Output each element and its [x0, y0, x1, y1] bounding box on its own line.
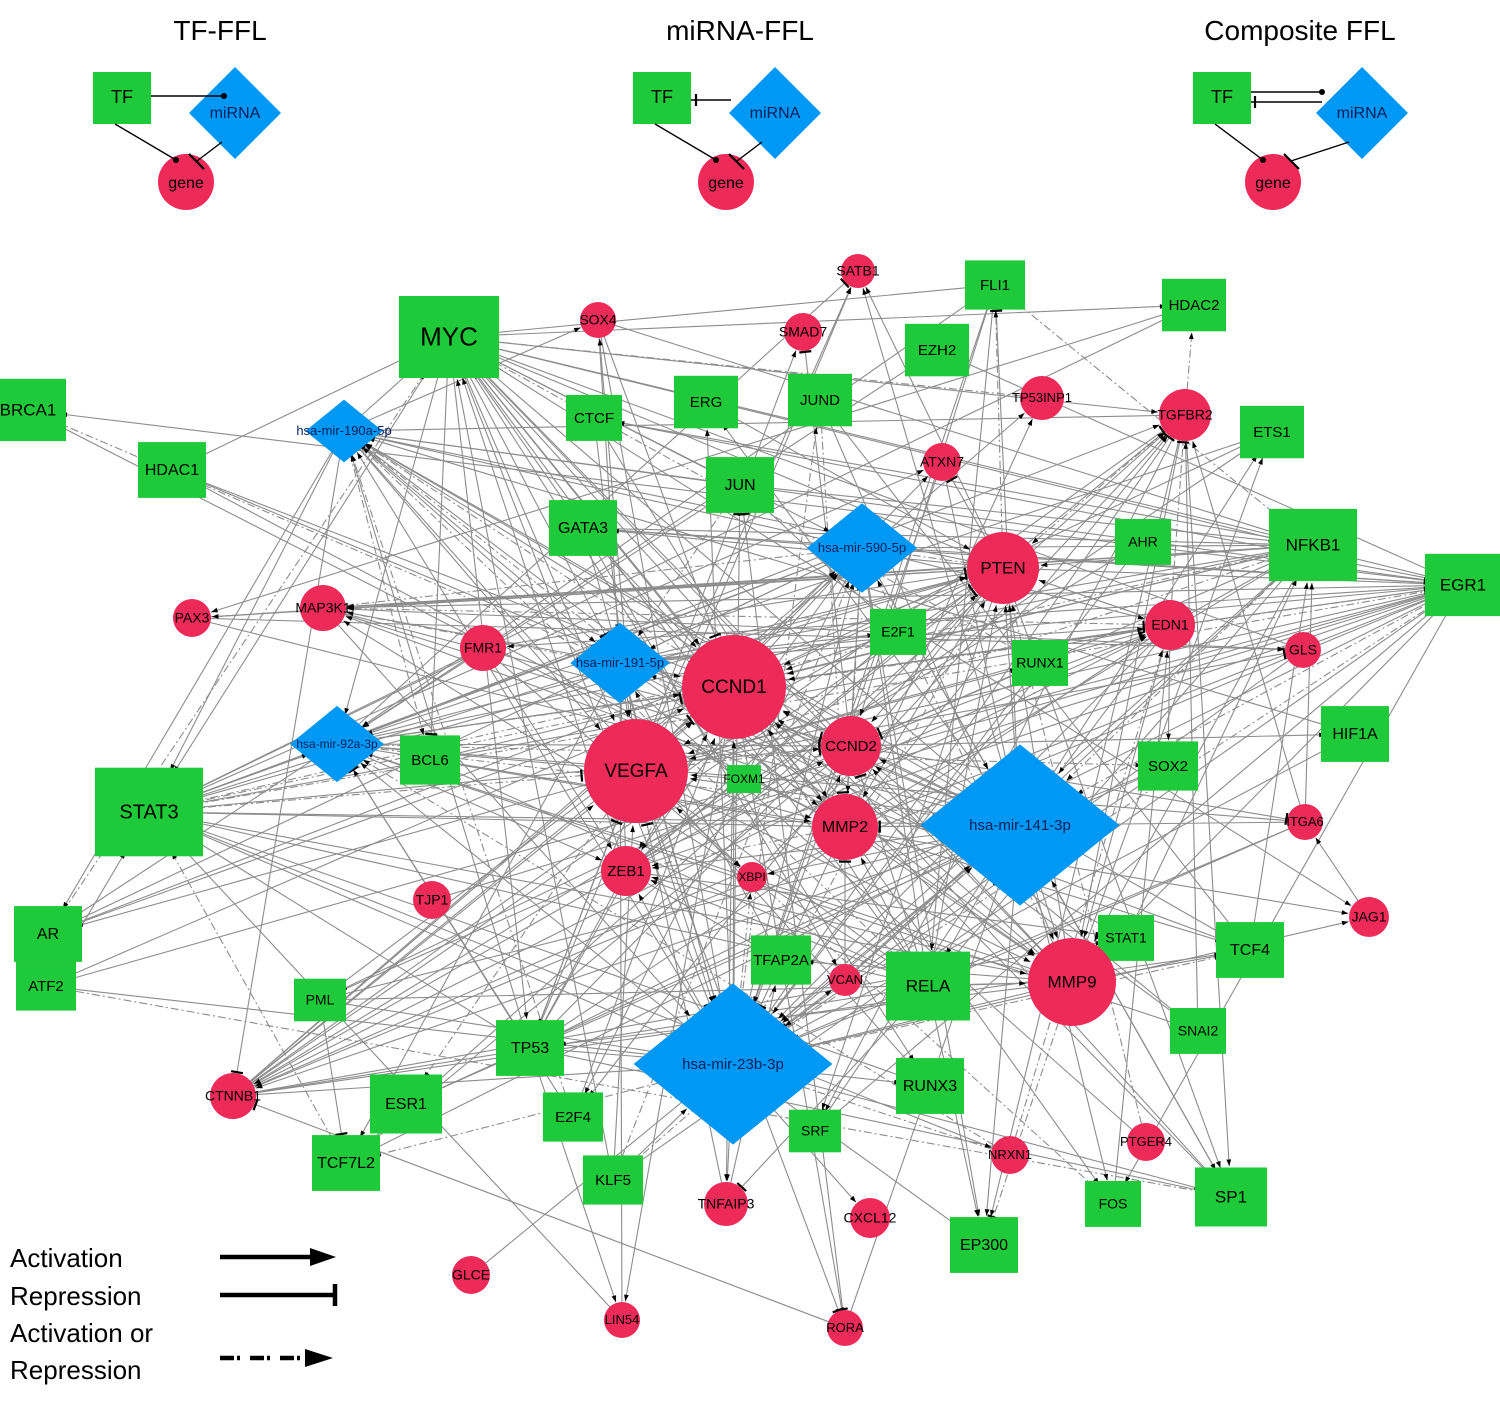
- svg-text:EZH2: EZH2: [918, 342, 956, 359]
- svg-text:MMP2: MMP2: [822, 819, 868, 836]
- svg-text:KLF5: KLF5: [595, 1172, 631, 1189]
- svg-text:MMP9: MMP9: [1047, 972, 1096, 991]
- svg-text:RUNX3: RUNX3: [903, 1078, 957, 1095]
- svg-text:EDN1: EDN1: [1151, 617, 1189, 633]
- svg-text:HDAC1: HDAC1: [145, 462, 199, 479]
- svg-text:CXCL12: CXCL12: [844, 1210, 897, 1226]
- svg-text:ITGA6: ITGA6: [1286, 814, 1324, 829]
- svg-text:ZEB1: ZEB1: [607, 863, 645, 880]
- svg-text:SNAI2: SNAI2: [1178, 1023, 1219, 1039]
- svg-text:TCF7L2: TCF7L2: [317, 1155, 375, 1172]
- svg-text:TP53INP1: TP53INP1: [1012, 390, 1072, 405]
- svg-text:ATF2: ATF2: [28, 978, 64, 995]
- svg-text:CTCF: CTCF: [574, 410, 614, 427]
- svg-text:HDAC2: HDAC2: [1169, 297, 1220, 314]
- svg-text:hsa-mir-590-5p: hsa-mir-590-5p: [818, 540, 906, 555]
- svg-text:CTNNB1: CTNNB1: [205, 1088, 261, 1104]
- svg-text:VEGFA: VEGFA: [604, 761, 668, 782]
- svg-text:hsa-mir-92a-3p: hsa-mir-92a-3p: [296, 737, 378, 751]
- svg-text:PAX3: PAX3: [175, 610, 210, 626]
- svg-text:hsa-mir-190a-5p: hsa-mir-190a-5p: [296, 423, 391, 438]
- svg-text:FOS: FOS: [1099, 1196, 1128, 1212]
- svg-text:RELA: RELA: [906, 976, 951, 995]
- svg-text:XBPI: XBPI: [738, 870, 765, 884]
- svg-text:TCF4: TCF4: [1230, 942, 1270, 959]
- svg-text:PTGER4: PTGER4: [1120, 1134, 1172, 1149]
- svg-text:ESR1: ESR1: [385, 1096, 427, 1113]
- svg-text:MYC: MYC: [420, 321, 478, 351]
- svg-text:Activation: Activation: [10, 1243, 123, 1273]
- svg-text:JUN: JUN: [724, 477, 755, 494]
- svg-text:hsa-mir-191-5p: hsa-mir-191-5p: [576, 655, 664, 670]
- svg-text:BRCA1: BRCA1: [0, 400, 56, 419]
- svg-text:PTEN: PTEN: [980, 558, 1025, 577]
- svg-text:AR: AR: [37, 926, 59, 943]
- svg-text:JUND: JUND: [800, 392, 840, 409]
- svg-text:CCND1: CCND1: [701, 677, 766, 698]
- svg-text:FMR1: FMR1: [464, 640, 502, 656]
- svg-text:TFAP2A: TFAP2A: [753, 952, 809, 969]
- svg-text:JAG1: JAG1: [1351, 909, 1386, 925]
- svg-text:GLS: GLS: [1289, 642, 1317, 658]
- svg-text:MAP3K1: MAP3K1: [295, 600, 350, 616]
- svg-text:hsa-mir-23b-3p: hsa-mir-23b-3p: [682, 1056, 784, 1073]
- svg-text:FOXM1: FOXM1: [723, 772, 765, 786]
- svg-text:ATXN7: ATXN7: [920, 454, 964, 470]
- svg-text:hsa-mir-141-3p: hsa-mir-141-3p: [969, 817, 1071, 834]
- svg-text:TNFAIP3: TNFAIP3: [698, 1196, 755, 1212]
- svg-text:TP53: TP53: [511, 1040, 549, 1057]
- svg-text:NFKB1: NFKB1: [1286, 535, 1341, 554]
- svg-text:ERG: ERG: [690, 394, 723, 411]
- svg-text:GATA3: GATA3: [558, 520, 608, 537]
- svg-text:RUNX1: RUNX1: [1016, 655, 1064, 671]
- svg-text:SRF: SRF: [801, 1123, 829, 1139]
- svg-text:SOX4: SOX4: [579, 312, 617, 328]
- svg-text:SMAD7: SMAD7: [779, 324, 827, 340]
- svg-text:SATB1: SATB1: [836, 263, 880, 279]
- svg-text:E2F4: E2F4: [555, 1109, 591, 1126]
- svg-text:LIN54: LIN54: [605, 1312, 640, 1327]
- svg-text:AHR: AHR: [1128, 534, 1158, 550]
- svg-text:BCL6: BCL6: [411, 752, 449, 769]
- svg-text:FLI1: FLI1: [980, 277, 1010, 294]
- svg-text:PML: PML: [306, 992, 335, 1008]
- svg-text:TJP1: TJP1: [416, 892, 449, 908]
- svg-text:RORA: RORA: [826, 1320, 864, 1335]
- svg-text:NRXN1: NRXN1: [988, 1147, 1032, 1162]
- svg-text:STAT3: STAT3: [119, 801, 178, 823]
- svg-text:VCAN: VCAN: [827, 972, 863, 987]
- svg-text:HIF1A: HIF1A: [1332, 726, 1378, 743]
- svg-text:SOX2: SOX2: [1148, 758, 1188, 775]
- svg-text:ETS1: ETS1: [1253, 424, 1291, 441]
- svg-text:EP300: EP300: [960, 1237, 1008, 1254]
- svg-text:EGR1: EGR1: [1440, 575, 1486, 594]
- svg-text:E2F1: E2F1: [881, 624, 915, 640]
- svg-text:STAT1: STAT1: [1105, 930, 1147, 946]
- svg-text:TGFBR2: TGFBR2: [1157, 407, 1212, 423]
- svg-text:Repression: Repression: [10, 1281, 142, 1311]
- svg-text:SP1: SP1: [1215, 1187, 1247, 1206]
- svg-text:Activation or: Activation or: [10, 1318, 153, 1348]
- svg-text:Repression: Repression: [10, 1355, 142, 1385]
- svg-text:CCND2: CCND2: [825, 738, 877, 755]
